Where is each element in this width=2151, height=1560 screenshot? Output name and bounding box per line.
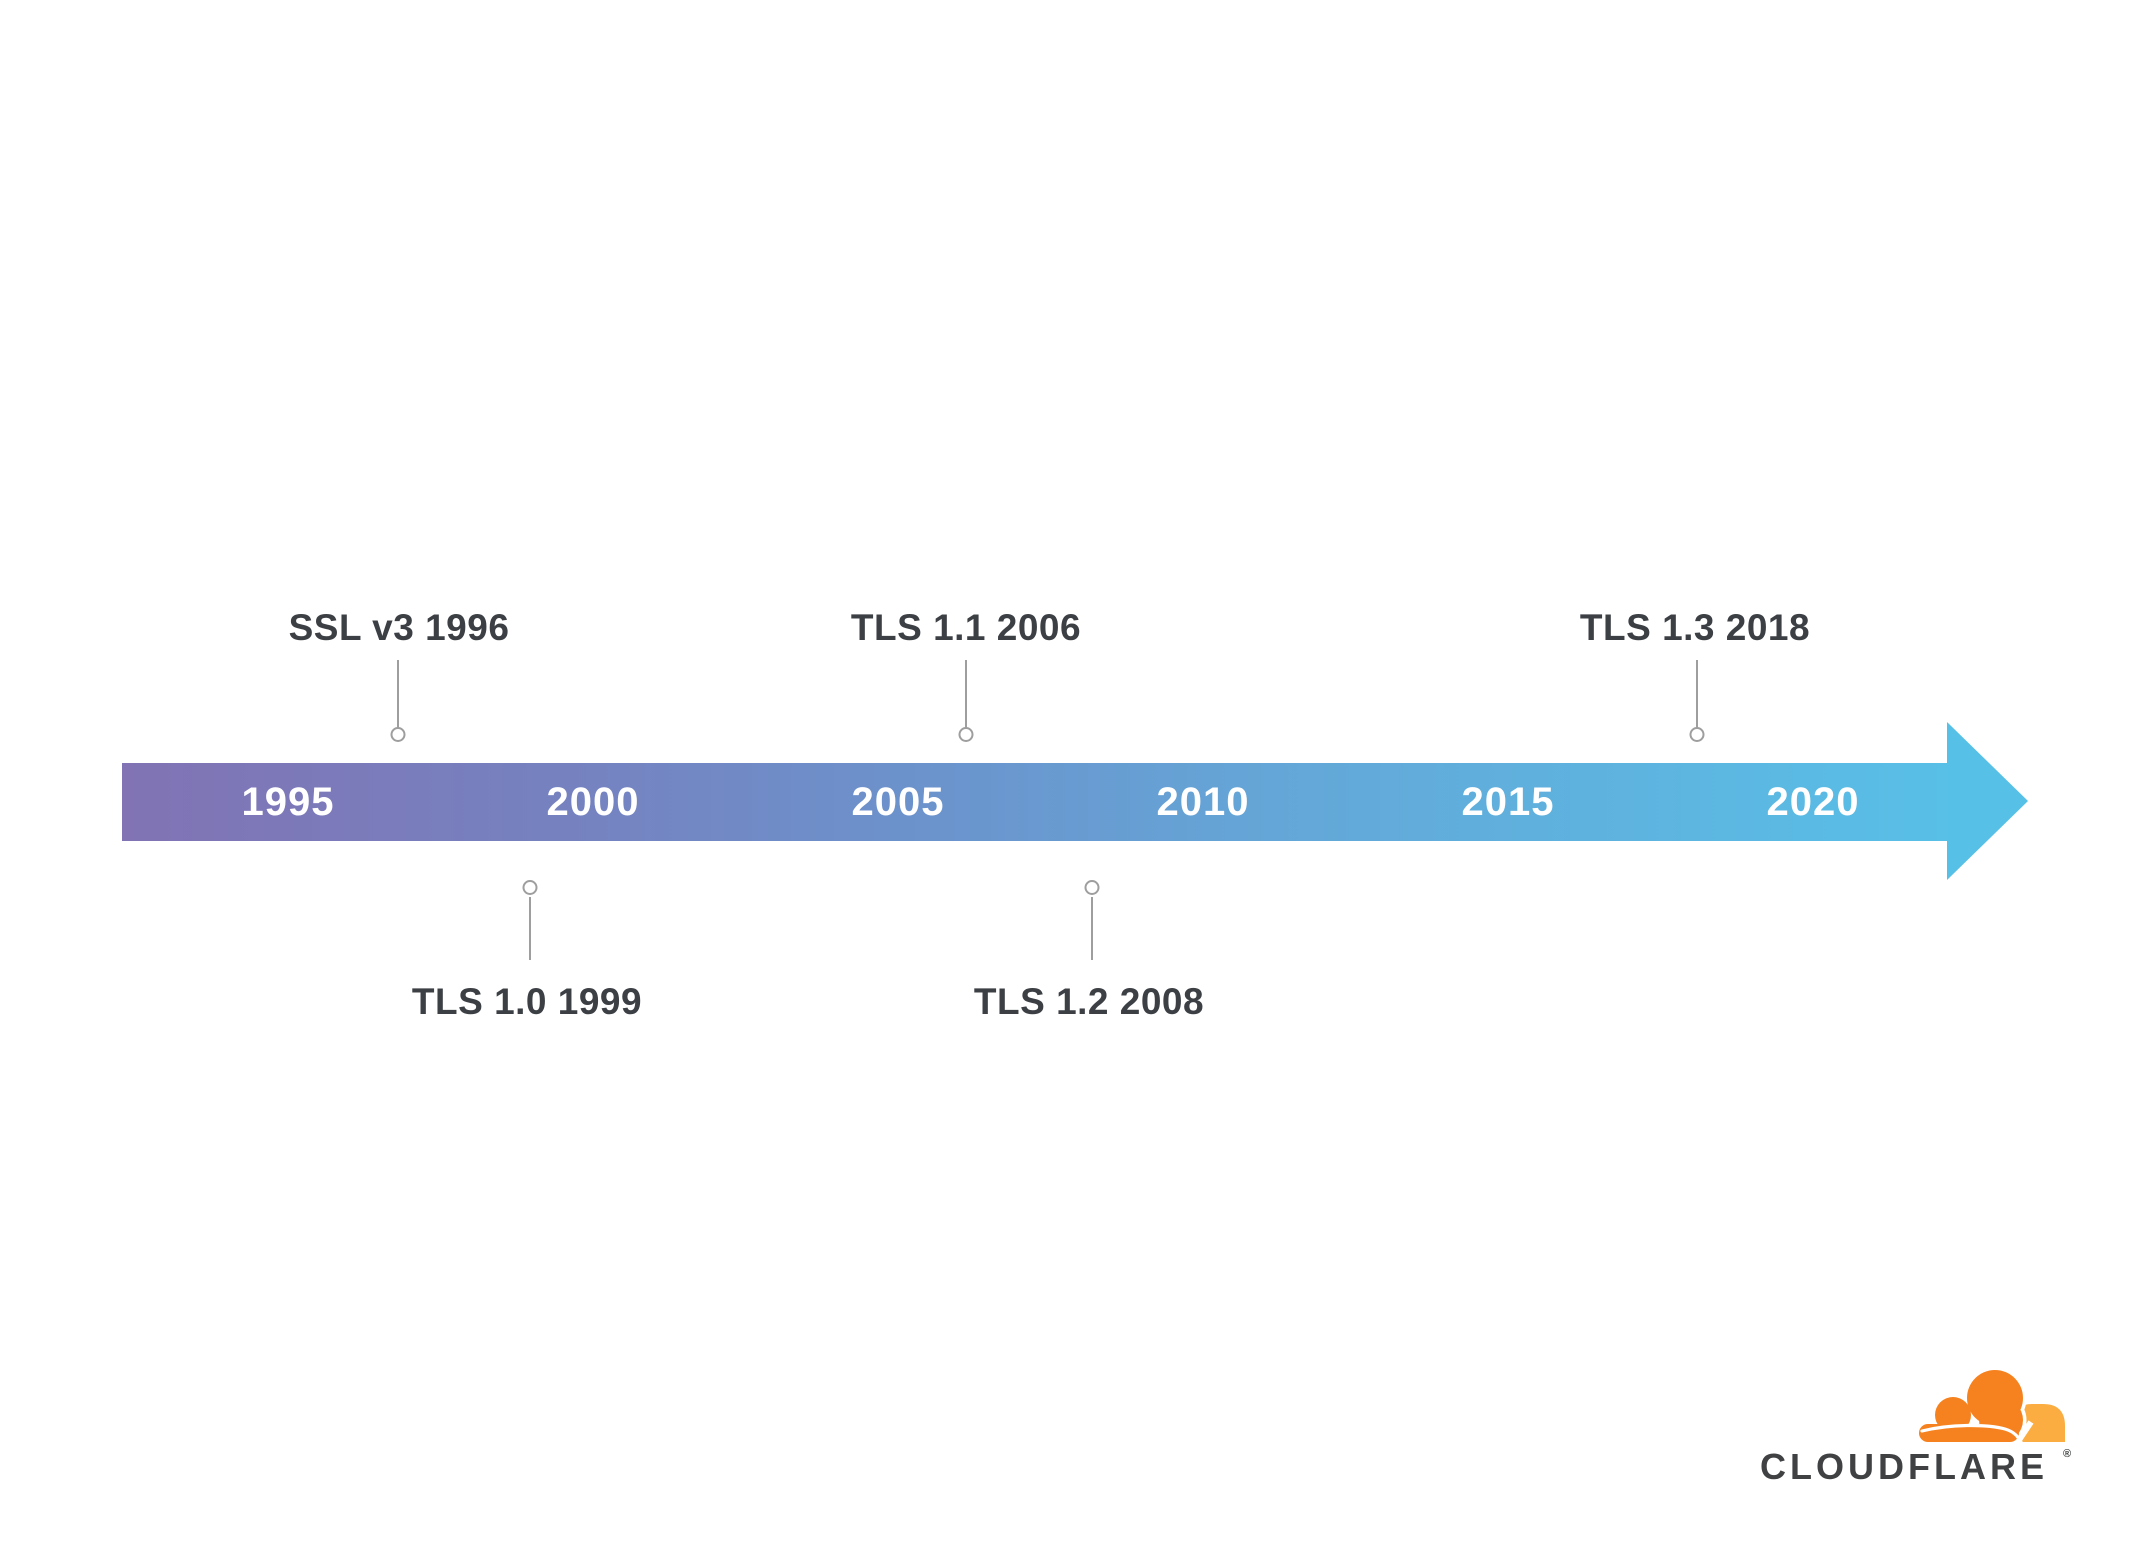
- year-label-1995: 1995: [241, 780, 335, 824]
- event-connector: [1696, 660, 1698, 728]
- cloudflare-cloud-icon: [1915, 1368, 2065, 1444]
- event-label-tls-1-3: TLS 1.3 2018: [1579, 607, 1811, 648]
- year-label-2005: 2005: [851, 780, 945, 824]
- registered-mark: ®: [2063, 1448, 2072, 1460]
- cloudflare-wordmark: CLOUDFLARE: [1760, 1446, 2048, 1487]
- event-connector: [397, 660, 399, 728]
- timeline-bar: [122, 763, 1947, 841]
- event-connector: [965, 660, 967, 728]
- event-marker-dot: [390, 727, 406, 742]
- event-connector: [529, 897, 531, 960]
- event-connector: [1091, 897, 1093, 960]
- event-marker-dot: [1689, 727, 1705, 742]
- event-label-ssl-v3: SSL v3 1996: [288, 607, 510, 648]
- event-label-tls-1-2: TLS 1.2 2008: [973, 981, 1205, 1022]
- event-marker-dot: [522, 880, 538, 895]
- year-label-2000: 2000: [546, 780, 640, 824]
- event-marker-dot: [958, 727, 974, 742]
- timeline-arrowhead-icon: [1947, 722, 2028, 880]
- event-marker-dot: [1084, 880, 1100, 895]
- year-label-2015: 2015: [1461, 780, 1555, 824]
- event-label-tls-1-1: TLS 1.1 2006: [850, 607, 1082, 648]
- year-label-2020: 2020: [1766, 780, 1860, 824]
- event-label-tls-1-0: TLS 1.0 1999: [411, 981, 643, 1022]
- year-label-2010: 2010: [1156, 780, 1250, 824]
